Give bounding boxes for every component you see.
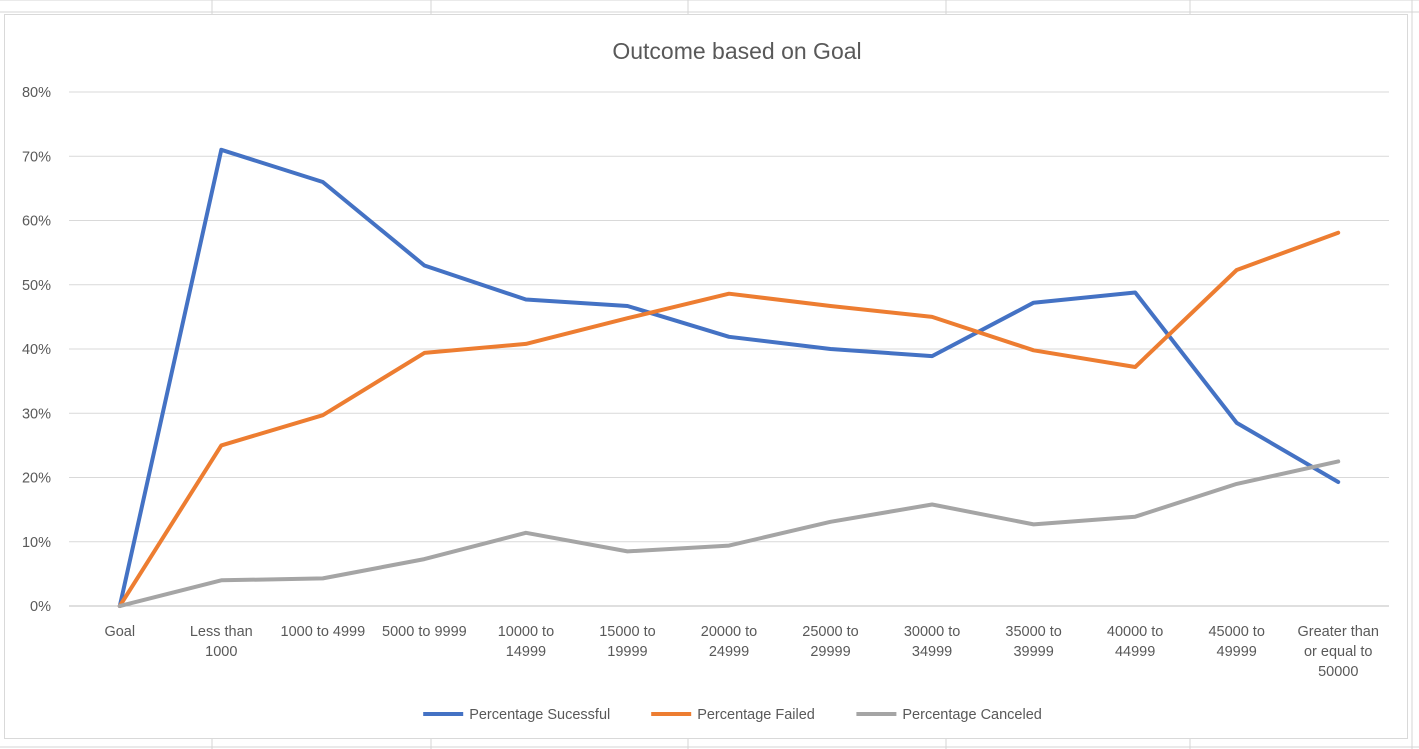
data-point <box>930 354 934 358</box>
data-point <box>829 304 833 308</box>
data-point <box>219 148 223 152</box>
data-point <box>422 557 426 561</box>
data-point <box>219 578 223 582</box>
data-point <box>1235 482 1239 486</box>
data-point <box>1032 522 1036 526</box>
chart-legend[interactable]: Percentage Sucessful Percentage Failed Per… <box>423 707 1042 723</box>
x-tick-label: 15000 to 19999 <box>599 624 655 660</box>
y-tick-label: 10% <box>22 535 51 551</box>
legend-label: Percentage Failed <box>697 707 815 723</box>
data-point <box>1235 421 1239 425</box>
x-tick-label: 25000 to 29999 <box>802 624 858 660</box>
data-point <box>321 576 325 580</box>
data-point <box>1336 459 1340 463</box>
data-point <box>1032 301 1036 305</box>
data-point <box>1133 290 1137 294</box>
data-point <box>930 315 934 319</box>
data-point <box>1032 348 1036 352</box>
series-line-3[interactable] <box>117 459 1341 608</box>
data-point <box>422 351 426 355</box>
legend-label: Percentage Canceled <box>902 707 1041 723</box>
data-point <box>727 292 731 296</box>
chart-title: Outcome based on Goal <box>612 38 861 64</box>
x-tick-label: 10000 to 14999 <box>498 624 554 660</box>
series-line-1[interactable] <box>117 147 1341 608</box>
x-tick-label: Less than 1000 <box>190 624 253 660</box>
line-chart: Outcome based on Goal 0% 10% 20% 30% 40% 50% 60… <box>22 38 1389 723</box>
x-tick-label: 5000 to 9999 <box>382 624 467 640</box>
data-point <box>625 549 629 553</box>
data-point <box>321 413 325 417</box>
data-point <box>422 263 426 267</box>
data-point <box>1336 231 1340 235</box>
x-tick-label: Goal <box>104 624 135 640</box>
data-point <box>321 180 325 184</box>
data-point <box>727 335 731 339</box>
y-tick-label: 50% <box>22 278 51 294</box>
data-point <box>829 520 833 524</box>
x-tick-label: 1000 to 4999 <box>281 624 366 640</box>
y-tick-label: 80% <box>22 85 51 101</box>
data-point <box>829 347 833 351</box>
data-point <box>524 342 528 346</box>
data-point <box>1235 268 1239 272</box>
data-point <box>727 544 731 548</box>
x-tick-label: 35000 to 39999 <box>1005 624 1061 660</box>
data-point <box>118 604 122 608</box>
series-line-2[interactable] <box>117 230 1341 608</box>
y-tick-label: 70% <box>22 149 51 165</box>
x-tick-label: 40000 to 44999 <box>1107 624 1163 660</box>
y-tick-label: 20% <box>22 471 51 487</box>
legend-label: Percentage Sucessful <box>469 707 610 723</box>
x-tick-label: 30000 to 34999 <box>904 624 960 660</box>
x-tick-label: Greater than or equal to 50000 <box>1298 624 1379 680</box>
y-tick-label: 0% <box>30 599 51 615</box>
x-tick-label: 20000 to 24999 <box>701 624 757 660</box>
data-point <box>625 316 629 320</box>
y-tick-label: 30% <box>22 406 51 422</box>
data-point <box>1133 515 1137 519</box>
data-point <box>930 502 934 506</box>
x-tick-label: 45000 to 49999 <box>1208 624 1264 660</box>
y-tick-label: 40% <box>22 342 51 358</box>
y-tick-label: 60% <box>22 214 51 230</box>
data-point <box>625 304 629 308</box>
data-point <box>1336 480 1340 484</box>
chart-area[interactable]: Outcome based on Goal 0% 10% 20% 30% 40% 50% 60… <box>4 14 1408 739</box>
data-point <box>219 443 223 447</box>
data-point <box>524 531 528 535</box>
data-point <box>1133 365 1137 369</box>
data-point <box>524 298 528 302</box>
